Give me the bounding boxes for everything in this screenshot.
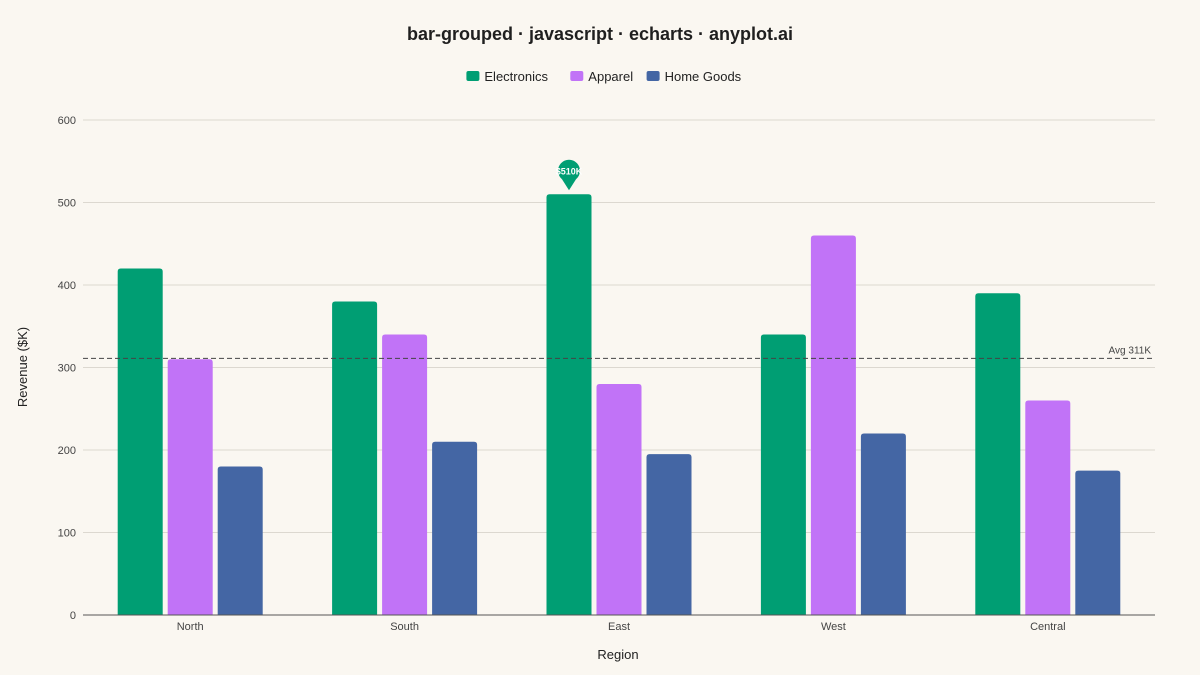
legend-swatch (570, 71, 584, 81)
legend: Electronics Apparel Home Goods (466, 69, 742, 84)
x-tick-label: East (608, 621, 630, 633)
highlight-pin-label: $510K (556, 166, 583, 176)
y-tick-label: 500 (58, 198, 76, 210)
x-tick-label: West (821, 621, 846, 633)
bar-apparel-east[interactable] (596, 384, 642, 615)
x-axis: North South East West Central (83, 614, 1155, 633)
y-tick-label: 300 (58, 363, 76, 375)
legend-swatch (646, 71, 660, 81)
bars (117, 194, 1121, 616)
bar-electronics-central[interactable] (975, 293, 1021, 615)
average-line-label: Avg 311K (1109, 345, 1152, 356)
bar-home-goods-south[interactable] (432, 441, 478, 615)
chart-title: bar-grouped · javascript · echarts · any… (407, 24, 793, 44)
legend-item-apparel[interactable]: Apparel (570, 69, 633, 84)
legend-label: Home Goods (665, 69, 742, 84)
x-axis-label: Region (597, 647, 638, 662)
bar-apparel-north[interactable] (167, 359, 213, 615)
bar-home-goods-west[interactable] (860, 433, 906, 616)
y-tick-label: 0 (70, 610, 76, 622)
bar-apparel-central[interactable] (1025, 400, 1071, 616)
bar-electronics-south[interactable] (332, 301, 378, 616)
legend-item-electronics[interactable]: Electronics (466, 69, 548, 84)
bar-home-goods-east[interactable] (646, 454, 692, 615)
y-tick-label: 400 (58, 280, 76, 292)
y-tick-label: 600 (58, 115, 76, 127)
y-tick-label: 200 (58, 445, 76, 457)
bar-electronics-west[interactable] (760, 334, 806, 616)
legend-label: Electronics (484, 69, 548, 84)
bar-apparel-west[interactable] (810, 235, 856, 616)
x-tick-label: North (177, 621, 204, 633)
annotations: Avg 311K $510K (83, 159, 1155, 359)
highlight-pin (558, 159, 581, 191)
bar-apparel-south[interactable] (382, 334, 428, 616)
y-tick-label: 100 (58, 528, 76, 540)
y-axis-label: Revenue ($K) (15, 327, 30, 407)
x-tick-label: South (390, 621, 419, 633)
bar-electronics-north[interactable] (117, 268, 163, 616)
x-tick-label: Central (1030, 621, 1065, 633)
bar-home-goods-central[interactable] (1075, 470, 1121, 615)
legend-swatch (466, 71, 480, 81)
bar-electronics-east[interactable] (546, 194, 592, 615)
bar-home-goods-north[interactable] (217, 466, 263, 616)
legend-item-home-goods[interactable]: Home Goods (646, 69, 742, 84)
legend-label: Apparel (588, 69, 633, 84)
